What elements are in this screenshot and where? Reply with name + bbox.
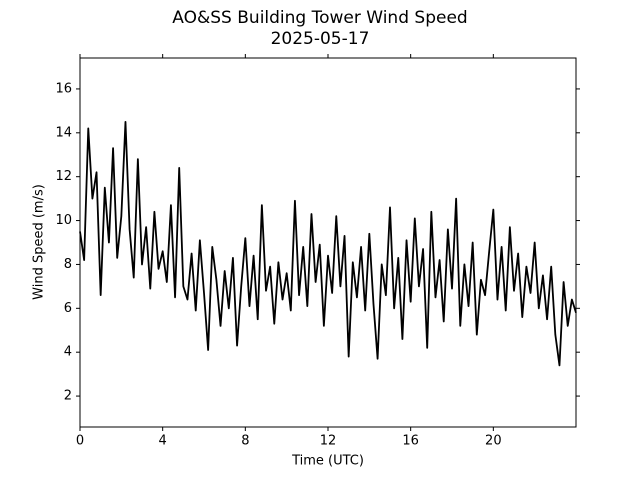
x-tick-label: 4 (159, 434, 167, 449)
x-tick-label: 8 (241, 434, 249, 449)
y-tick-label: 12 (55, 169, 72, 184)
x-axis-label: Time (UTC) (291, 454, 364, 469)
y-tick-label: 2 (64, 389, 72, 404)
x-tick-label: 20 (485, 434, 502, 449)
x-tick-label: 0 (76, 434, 84, 449)
wind-speed-line (79, 120, 577, 367)
chart-subtitle: 2025-05-17 (271, 29, 370, 49)
y-tick-label: 10 (55, 213, 72, 228)
y-tick-label: 14 (55, 125, 72, 140)
y-tick-label: 6 (64, 301, 72, 316)
x-tick-label: 12 (320, 434, 337, 449)
y-tick-label: 16 (55, 81, 72, 96)
x-tick-label: 16 (402, 434, 419, 449)
plot-frame (79, 57, 577, 428)
y-tick-label: 8 (64, 257, 72, 272)
chart-title: AO&SS Building Tower Wind Speed (172, 8, 467, 28)
y-axis-label: Wind Speed (m/s) (32, 184, 47, 300)
y-tick-label: 4 (64, 345, 72, 360)
